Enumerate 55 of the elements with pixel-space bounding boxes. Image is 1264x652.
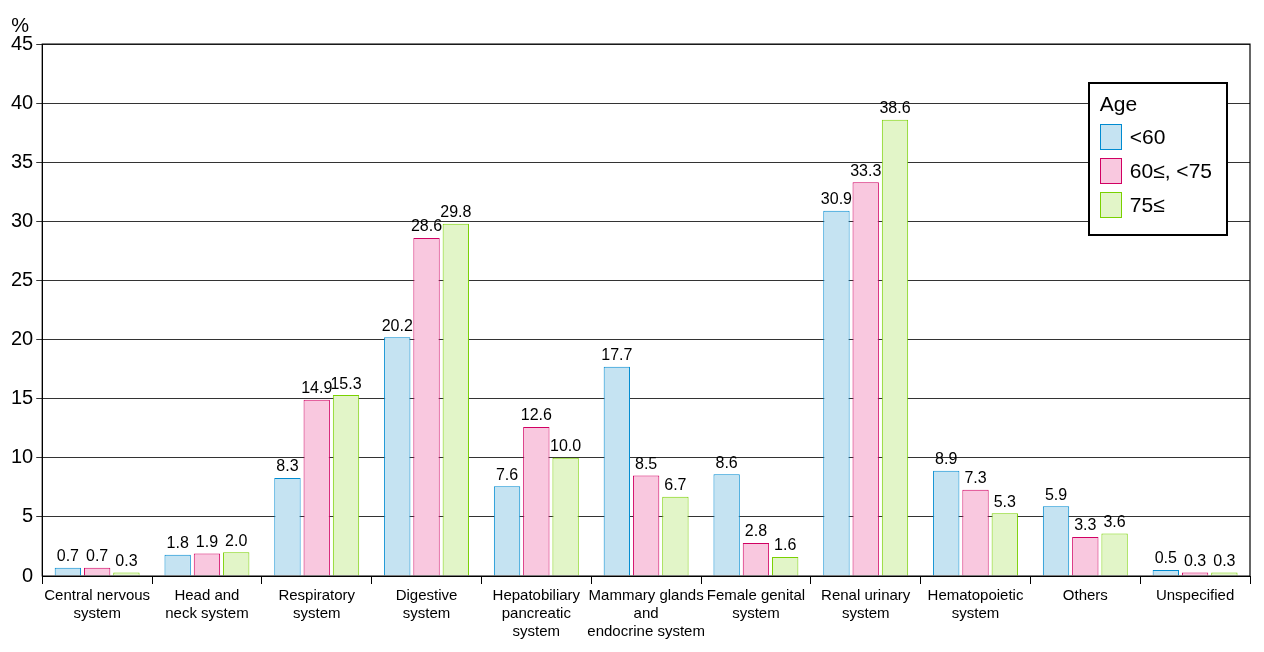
x-tick-label: Female genital system <box>706 586 806 622</box>
data-label: 20.2 <box>381 316 413 334</box>
data-label: 2.8 <box>744 522 768 540</box>
x-tick-label: Renal urinary system <box>821 586 911 622</box>
data-label: 14.9 <box>301 379 333 397</box>
x-tick-label: Hepatobiliary pancreatic system <box>492 586 581 640</box>
data-label: 0.5 <box>1154 549 1178 567</box>
data-label: 17.7 <box>601 346 633 364</box>
data-label: 0.3 <box>1213 551 1236 569</box>
data-label: 7.6 <box>495 465 519 483</box>
data-label: 5.3 <box>993 492 1017 510</box>
data-label: 30.9 <box>820 190 853 208</box>
data-label: 8.3 <box>276 457 299 475</box>
data-label: 2.0 <box>225 531 248 549</box>
y-tick-label: 20 <box>11 327 34 350</box>
y-tick-label: 5 <box>22 504 34 527</box>
legend-title: Age <box>1099 92 1139 116</box>
data-label: 1.6 <box>774 536 797 554</box>
y-tick-label: 30 <box>11 208 34 231</box>
x-tick-label: Mammary glands and endocrine system <box>587 586 705 640</box>
data-label: 8.6 <box>715 453 738 471</box>
data-label: 33.3 <box>850 161 882 179</box>
data-label: 0.7 <box>56 547 80 565</box>
data-label: 28.6 <box>410 217 443 235</box>
data-label: 1.9 <box>195 532 219 550</box>
y-tick-label: 40 <box>11 90 34 113</box>
x-tick-label: Central nervous system <box>44 586 151 622</box>
data-label: 1.8 <box>166 534 189 552</box>
y-tick-label: 15 <box>11 386 34 409</box>
data-label: 6.7 <box>664 476 687 494</box>
data-label: 0.3 <box>115 551 138 569</box>
data-label: 0.7 <box>86 547 109 565</box>
x-tick-label: Respiratory system <box>278 586 356 622</box>
data-label: 8.5 <box>635 454 658 472</box>
y-tick-label: 0 <box>22 563 34 586</box>
data-label: 3.6 <box>1103 512 1126 530</box>
data-label: 10.0 <box>550 437 582 455</box>
x-tick-label: Hematopoietic system <box>927 586 1024 622</box>
data-label: 3.3 <box>1074 516 1097 534</box>
x-tick-label: Others <box>1062 586 1108 604</box>
y-tick-label: 10 <box>11 445 34 468</box>
x-tick-label: Digestive system <box>395 586 458 622</box>
data-label: 0.3 <box>1183 551 1207 569</box>
legend-label: 60≤, <75 <box>1129 159 1212 183</box>
data-label: 12.6 <box>520 406 552 424</box>
data-label: 7.3 <box>964 469 987 487</box>
x-tick-label: Head and neck system <box>165 586 249 622</box>
x-tick-label: Unspecified <box>1155 586 1235 604</box>
data-label: 38.6 <box>879 99 911 117</box>
data-label: 5.9 <box>1044 485 1068 503</box>
data-label: 29.8 <box>440 203 472 221</box>
legend-label: 75≤ <box>1129 193 1165 217</box>
y-tick-label: 35 <box>11 149 34 172</box>
y-tick-label: 25 <box>11 267 34 290</box>
legend-label: <60 <box>1129 125 1166 149</box>
